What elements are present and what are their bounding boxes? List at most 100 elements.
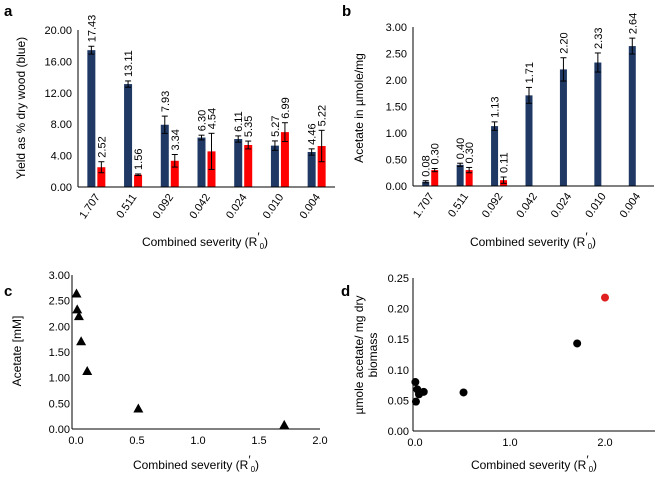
panel-d-y-title-line2: biomass <box>366 333 380 378</box>
scatter-point <box>76 336 87 346</box>
bar-red <box>244 145 253 187</box>
bar-blue <box>124 84 133 187</box>
x-tick-label: 0.042 <box>514 191 540 220</box>
x-tick-label: 0.092 <box>151 192 177 221</box>
bar-blue <box>559 69 567 186</box>
bar-blue <box>197 137 206 187</box>
data-label-red: 5.35 <box>243 116 255 137</box>
y-tick-label: 0.00 <box>386 181 407 193</box>
data-label-red: 6.99 <box>280 97 292 118</box>
scatter-point <box>419 387 428 396</box>
bar-red <box>465 170 473 186</box>
panel-b: b 0.00 0.50 1.00 1.50 2.00 2.50 3.00 0.08 0.40 1… <box>342 3 654 251</box>
y-tick-label: 0.25 <box>388 273 409 285</box>
y-tick-label: 0.20 <box>388 304 409 316</box>
data-label-red: 1.56 <box>133 149 145 170</box>
panel-d: d 0.00 0.05 0.10 0.15 0.20 0.25 0.0 1.0 2.0 µmo… <box>341 273 655 474</box>
scatter-point <box>71 288 82 298</box>
data-label-red: 3.34 <box>170 129 182 150</box>
panel-d-y-title-line1: µmole acetate/ mg dry <box>352 296 366 415</box>
scatter-point <box>72 304 83 314</box>
y-tick-label: 20.00 <box>44 25 72 37</box>
data-label-blue: 4.46 <box>307 123 319 144</box>
scatter-point <box>73 311 84 321</box>
data-label-blue: 1.71 <box>524 62 536 83</box>
bar-blue <box>270 145 279 187</box>
scatter-point <box>573 339 582 348</box>
x-tick-label: 0.024 <box>549 191 575 220</box>
panel-b-letter: b <box>342 3 351 20</box>
data-label-blue: 7.93 <box>160 91 172 112</box>
data-label-blue: 13.11 <box>123 50 135 77</box>
data-label-blue: 17.43 <box>86 15 98 43</box>
bar-blue <box>160 124 169 187</box>
scatter-point <box>459 388 468 397</box>
x-tick-label: 2.0 <box>312 435 327 447</box>
bar-red <box>170 160 179 187</box>
y-tick-label: 0.15 <box>388 334 409 346</box>
data-label-blue: 6.11 <box>233 111 245 132</box>
bar-blue <box>594 62 602 187</box>
bar-blue <box>628 46 636 186</box>
bar-blue <box>422 181 430 186</box>
data-label-red: 0.11 <box>499 152 511 173</box>
y-tick-label: 0.05 <box>388 395 409 407</box>
scatter-point <box>82 365 93 375</box>
x-tick-label: 0.092 <box>480 191 506 220</box>
bar-blue <box>87 50 96 187</box>
panel-a: a 0.00 4.00 8.00 12.00 16.00 20.00 17.43 13.11… <box>4 3 335 251</box>
scatter-point <box>133 403 144 413</box>
bar-red <box>280 132 289 187</box>
data-label-blue: 5.27 <box>270 115 282 136</box>
data-label-red: 5.22 <box>317 105 329 126</box>
panel-b-x-title: Combined severity (R′0) <box>470 230 596 251</box>
data-label-red: 0.30 <box>464 142 476 163</box>
y-tick-label: 1.50 <box>386 102 407 114</box>
bar-red <box>431 170 439 186</box>
bar-blue <box>234 139 243 187</box>
y-tick-label: 2.00 <box>49 321 70 333</box>
panel-c-x-title: Combined severity (R′0) <box>133 453 259 474</box>
y-tick-label: 2.50 <box>49 296 70 308</box>
data-label-blue: 2.64 <box>627 13 639 34</box>
y-tick-label: 16.00 <box>44 56 72 68</box>
y-tick-label: 3.00 <box>386 22 407 34</box>
y-tick-label: 12.00 <box>44 88 72 100</box>
y-tick-label: 0.00 <box>49 424 70 436</box>
y-tick-label: 0.50 <box>49 398 70 410</box>
scatter-point <box>411 397 420 406</box>
bar-red <box>134 174 143 187</box>
y-tick-label: 0.00 <box>51 182 72 194</box>
scatter-point <box>601 293 609 302</box>
bar-blue <box>525 95 533 186</box>
data-label-blue: 0.40 <box>455 138 467 159</box>
x-tick-label: 0.004 <box>297 192 323 221</box>
x-tick-label: 2.0 <box>597 437 612 449</box>
y-tick-label: 8.00 <box>51 119 72 131</box>
y-tick-label: 3.00 <box>49 270 70 282</box>
panel-c-letter: c <box>4 283 12 300</box>
x-tick-label: 0.010 <box>583 191 609 220</box>
data-label-blue: 1.13 <box>490 96 502 117</box>
scatter-point <box>279 419 290 429</box>
x-tick-label: 1.707 <box>411 191 437 220</box>
y-tick-label: 0.10 <box>388 365 409 377</box>
bar-blue <box>456 164 464 186</box>
bar-blue <box>307 151 316 187</box>
y-tick-label: 0.50 <box>386 155 407 167</box>
x-tick-label: 0.5 <box>129 435 144 447</box>
x-tick-label: 0.024 <box>224 192 250 221</box>
data-label-blue: 0.08 <box>421 155 433 176</box>
data-label-blue: 2.20 <box>558 32 570 53</box>
y-tick-label: 4.00 <box>51 151 72 163</box>
data-label-blue: 2.33 <box>593 28 605 49</box>
panel-d-x-title: Combined severity (R′0) <box>471 453 597 474</box>
panel-b-y-title: Acetate in µmole/mg <box>352 53 366 163</box>
x-tick-label: 0.511 <box>114 192 139 221</box>
y-tick-label: 1.50 <box>49 347 70 359</box>
x-tick-label: 1.707 <box>77 192 103 221</box>
panel-a-x-title: Combined severity (R′0) <box>142 230 268 251</box>
panel-c-y-title: Acetate [mM] <box>10 316 24 387</box>
data-label-red: 2.52 <box>96 136 108 157</box>
x-tick-label: 0.0 <box>68 435 83 447</box>
